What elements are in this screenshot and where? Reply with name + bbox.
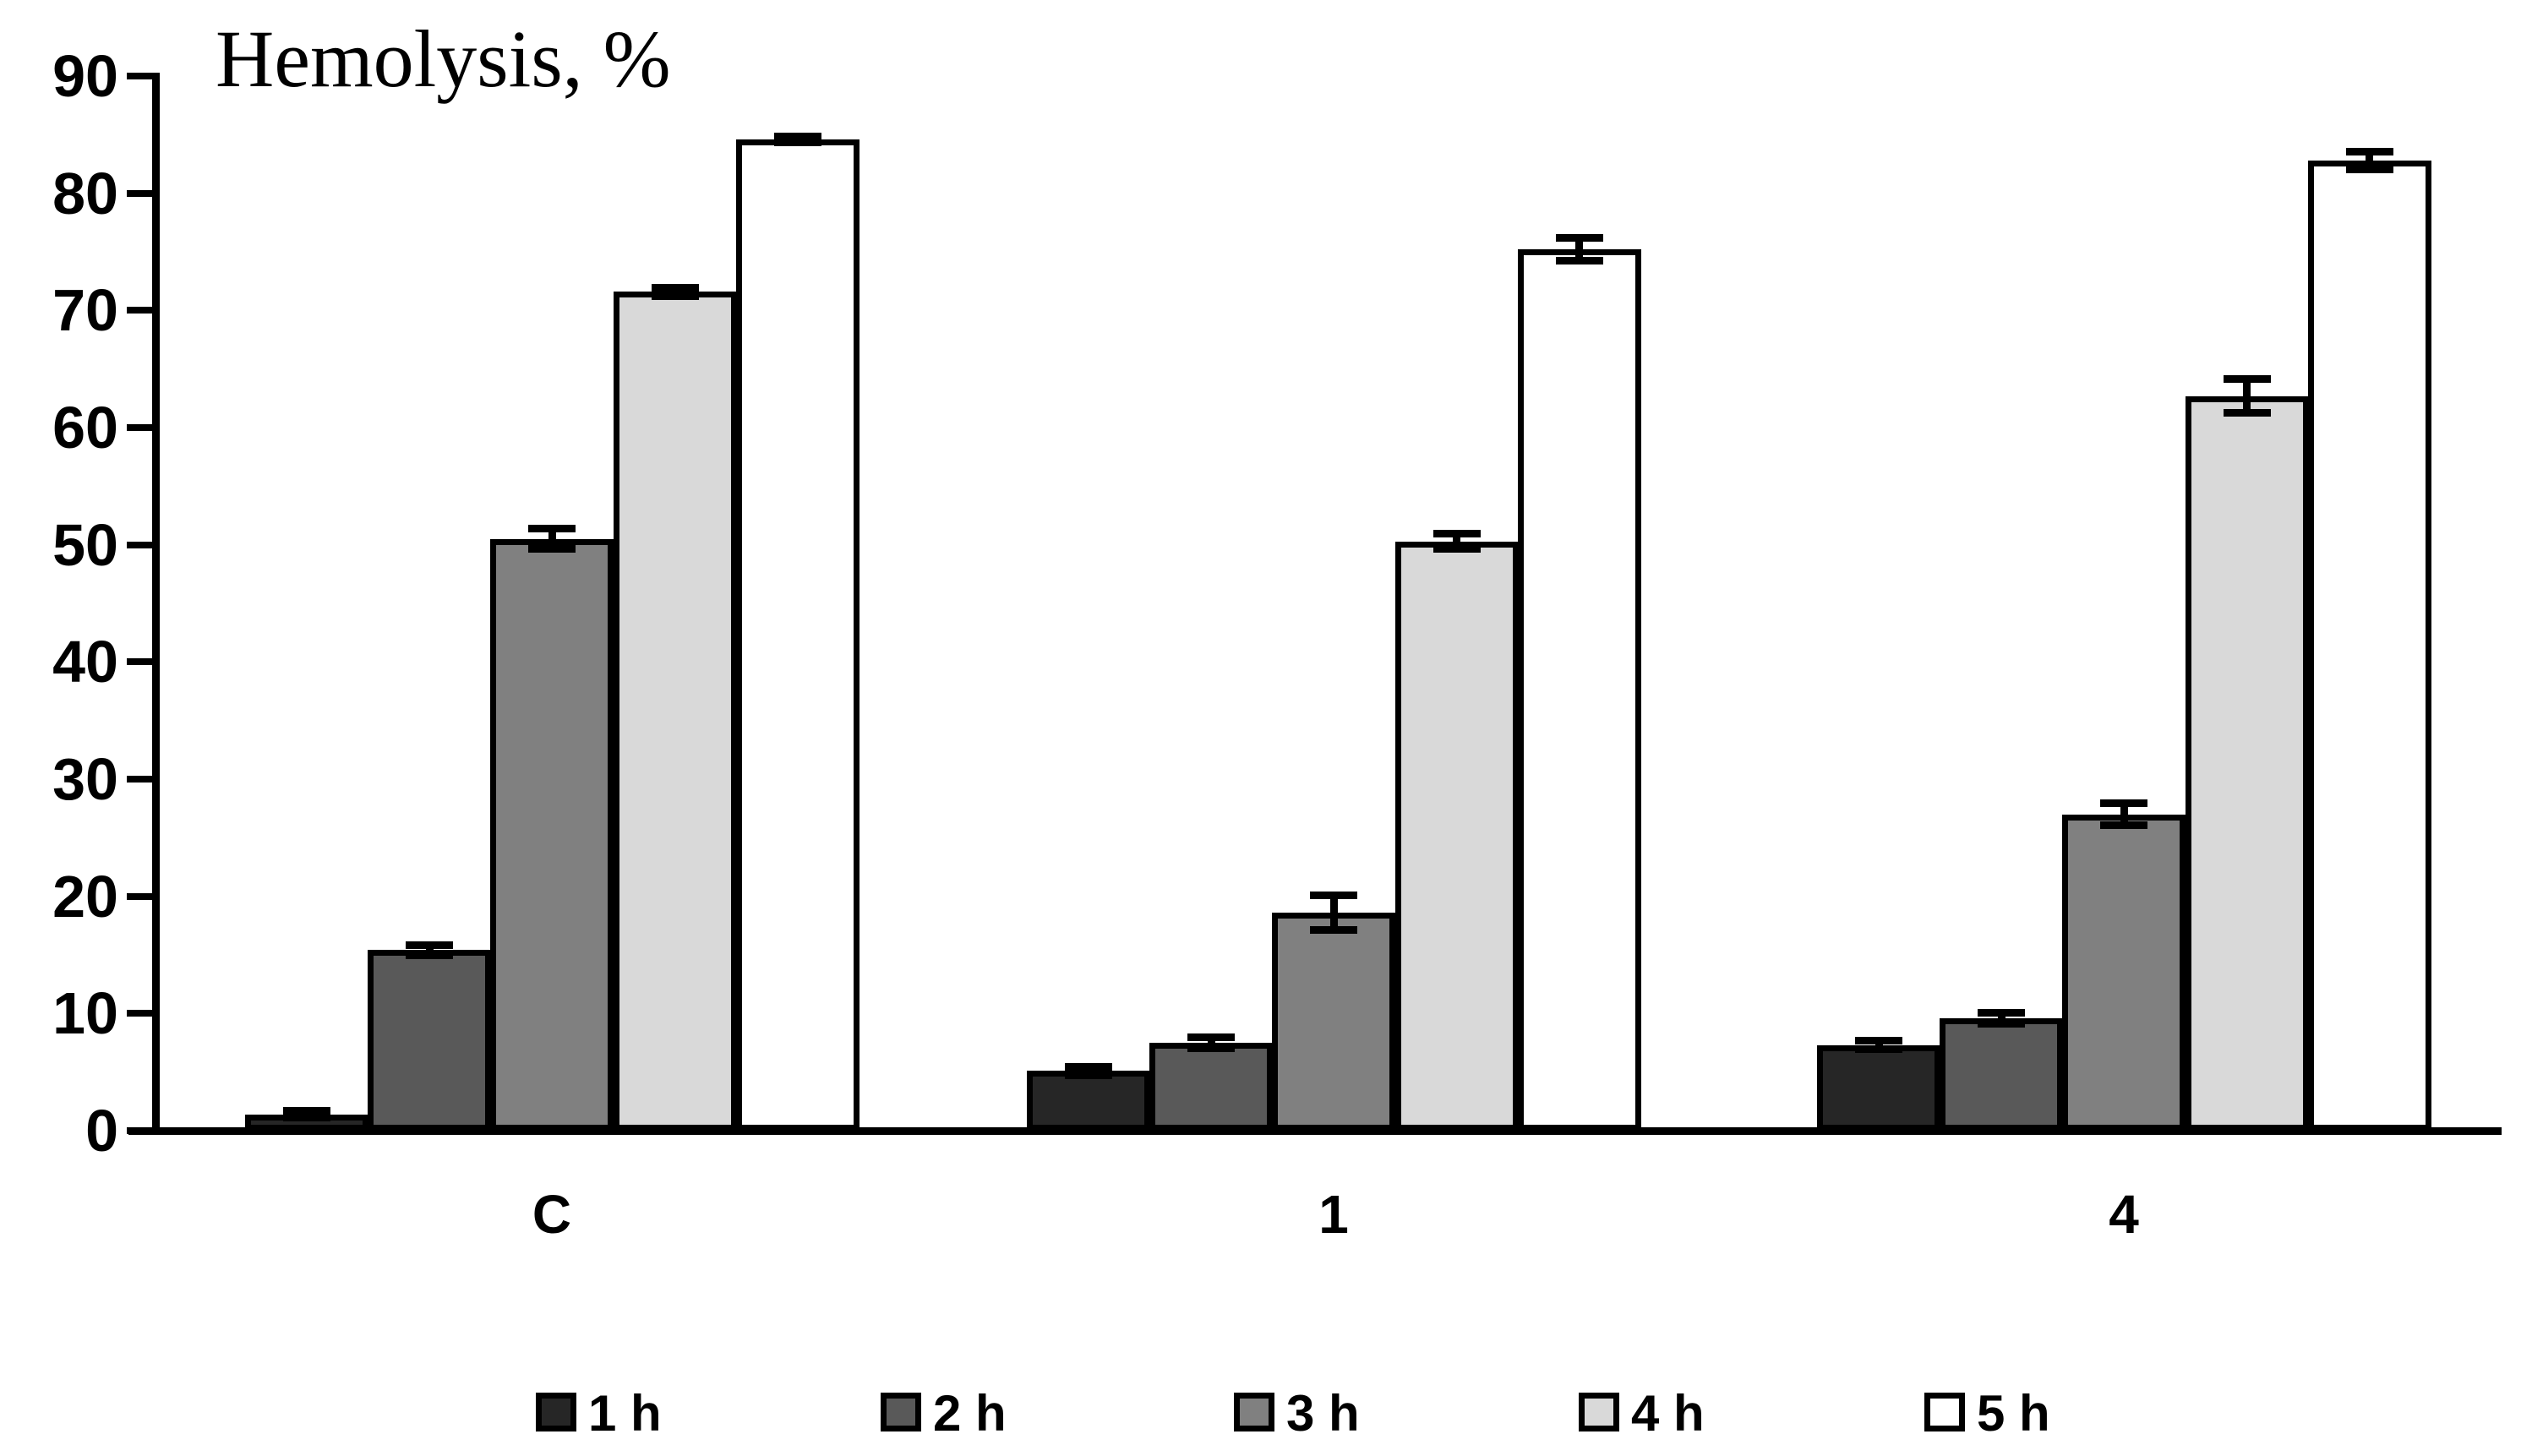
error-bar-cap-bottom [528,545,576,553]
error-bar-cap-top [1855,1037,1902,1045]
error-bar-cap-top [283,1107,330,1115]
y-tick-label: 50 [52,511,118,578]
error-bar-line [671,286,679,297]
bar-group1-series-5h [1517,249,1641,1131]
x-category-label-4: 4 [2109,1184,2139,1245]
chart-title: Hemolysis, % [216,14,671,104]
error-bar-line [1575,237,1584,262]
error-bar-line [2243,378,2251,414]
bar-group4-series-2h [1940,1017,2064,1131]
error-bar-cap-bottom [1855,1045,1902,1054]
y-tick-label: 70 [52,277,118,344]
error-bar-cap-bottom [406,952,454,960]
y-tick-label: 20 [52,863,118,930]
y-tick [127,776,152,783]
legend-swatch-3h [1234,1393,1274,1431]
y-tick [127,541,152,548]
error-bar-cap-top [528,525,576,533]
x-category-label-C: C [532,1184,572,1245]
error-bar-cap-top [1555,234,1603,243]
error-bar-line [1997,1012,2005,1024]
error-bar-cap-bottom [1555,257,1603,265]
bar-groupC-series-2h [368,950,492,1131]
error-bar-line [548,528,556,550]
y-tick [127,892,152,900]
error-bar-cap-bottom [2223,409,2271,417]
bar-group1-series-1h [1027,1071,1150,1131]
legend-label-2h: 2 h [933,1385,1007,1442]
error-bar-line [2120,802,2128,826]
error-bar-cap-top [2100,799,2148,807]
y-tick-label: 30 [52,746,118,812]
error-bar-cap-top [1978,1008,2026,1017]
legend-label-3h: 3 h [1286,1385,1360,1442]
y-tick [127,73,152,79]
bar-group4-series-3h [2062,814,2186,1131]
error-bar-cap-top [1065,1062,1112,1071]
error-bar-cap-top [1310,892,1358,900]
error-bar-line [1084,1066,1093,1076]
y-axis [152,73,160,1134]
error-bar-cap-bottom [2100,821,2148,830]
x-category-label-1: 1 [1318,1184,1349,1245]
error-bar-cap-bottom [283,1113,330,1121]
error-bar-cap-top [406,941,454,949]
y-tick-label: 60 [52,395,118,461]
error-bar-line [425,944,434,957]
legend-label-1h: 1 h [588,1385,662,1442]
error-bar-line [1875,1040,1883,1050]
error-bar-cap-top [773,132,821,140]
y-tick [127,424,152,431]
legend-swatch-5h [1924,1393,1965,1431]
y-tick [127,1127,152,1134]
bar-group1-series-2h [1149,1043,1274,1131]
error-bar-cap-bottom [1310,925,1358,934]
y-tick-label: 10 [52,980,118,1047]
error-bar-cap-top [1432,529,1481,537]
error-bar-cap-top [2223,374,2271,383]
error-bar-cap-bottom [1065,1071,1112,1079]
y-tick [127,1010,152,1017]
x-axis [128,1127,2502,1135]
legend-swatch-4h [1579,1393,1619,1431]
error-bar-cap-bottom [1978,1019,2026,1028]
y-tick [127,307,152,314]
bar-groupC-series-3h [490,538,614,1131]
error-bar-cap-bottom [2345,165,2393,173]
error-bar-line [1329,895,1338,930]
error-bar-cap-bottom [1187,1044,1236,1052]
error-bar-line [1453,532,1461,550]
bar-groupC-series-5h [735,139,859,1131]
error-bar-cap-bottom [1432,545,1481,553]
error-bar-cap-top [1187,1033,1236,1042]
error-bar-cap-top [651,283,699,292]
y-tick-label: 90 [52,43,118,109]
bar-group4-series-4h [2185,395,2309,1131]
y-tick [127,658,152,666]
y-tick-label: 0 [85,1098,118,1164]
bar-group4-series-5h [2307,160,2431,1131]
error-bar-cap-top [2345,147,2393,155]
bar-group4-series-1h [1817,1044,1940,1131]
legend-label-5h: 5 h [1977,1385,2050,1442]
legend-swatch-2h [881,1393,921,1431]
bar-groupC-series-4h [613,292,737,1131]
error-bar-cap-bottom [773,139,821,147]
legend-swatch-1h [536,1393,576,1431]
y-tick-label: 40 [52,629,118,695]
legend-label-4h: 4 h [1631,1385,1705,1442]
y-tick [127,189,152,197]
error-bar-line [2366,150,2374,170]
bar-group1-series-4h [1394,541,1519,1131]
bar-group1-series-3h [1272,913,1396,1131]
error-bar-line [1207,1037,1215,1049]
y-tick-label: 80 [52,160,118,226]
error-bar-cap-bottom [651,292,699,300]
